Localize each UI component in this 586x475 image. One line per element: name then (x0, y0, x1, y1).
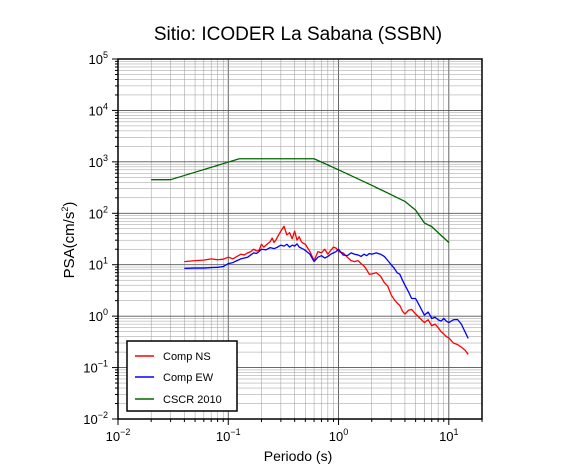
grid (117, 58, 483, 420)
y-tick-label-exp: 4 (103, 101, 108, 111)
y-axis-label-sup: 2 (60, 207, 70, 212)
y-tick-label: 105 (89, 50, 108, 67)
y-axis-label: PSA(cm/s2) (60, 202, 78, 279)
x-tick-label-exp: 1 (454, 427, 459, 437)
x-tick-label-base: 10 (439, 429, 453, 444)
series-line-comp-ns (184, 225, 469, 355)
series-line-comp-ew (184, 243, 469, 339)
y-tick-label-exp: 1 (103, 256, 108, 266)
y-tick-label: 103 (89, 153, 108, 170)
x-tick-label: 10−1 (216, 427, 241, 444)
y-tick-label-base: 10 (89, 206, 103, 221)
plot-frame (117, 58, 483, 420)
y-tick-label-base: 10 (89, 309, 103, 324)
x-tick-label-base: 10 (329, 429, 343, 444)
y-tick-label-exp: 5 (103, 50, 108, 60)
y-tick-label-base: 10 (89, 258, 103, 273)
y-axis-label-main: PSA(cm/s (61, 212, 78, 279)
x-tick-label: 100 (329, 427, 348, 444)
y-tick-label: 102 (89, 204, 108, 221)
y-tick-label: 10−2 (83, 410, 108, 427)
x-axis-label: Periodo (s) (264, 448, 332, 464)
x-tick-label: 101 (439, 427, 458, 444)
y-tick-label-base: 10 (89, 52, 103, 67)
y-tick-label: 10−1 (83, 359, 108, 376)
x-tick-labels: 10−2 10−1 100 101 (106, 427, 459, 444)
legend-label-comp-ew: Comp EW (163, 372, 214, 384)
x-tick-label-exp: −1 (230, 427, 240, 437)
y-tick-label-exp: 0 (103, 307, 108, 317)
y-tick-label-exp: 3 (103, 153, 108, 163)
series-line-cscr-2010 (151, 158, 450, 244)
y-tick-label-exp: −1 (98, 359, 108, 369)
legend-label-comp-ns: Comp NS (163, 351, 211, 363)
legend-label-cscr-2010: CSCR 2010 (163, 394, 222, 406)
y-tick-label: 100 (89, 307, 108, 324)
x-tick-label-exp: −2 (120, 427, 130, 437)
y-tick-label-base: 10 (89, 103, 103, 118)
chart-title: Sitio: ICODER La Sabana (SSBN) (154, 24, 442, 45)
x-tick-label-base: 10 (216, 429, 230, 444)
x-tick-label: 10−2 (106, 427, 131, 444)
x-tick-label-base: 10 (106, 429, 120, 444)
y-tick-label-exp: −2 (98, 410, 108, 420)
y-axis-label-close: ) (61, 202, 78, 207)
y-tick-label-base: 10 (89, 155, 103, 170)
y-tick-label: 104 (89, 101, 108, 118)
series-lines (151, 158, 469, 355)
y-tick-label-exp: 2 (103, 204, 108, 214)
y-tick-label-base: 10 (83, 361, 97, 376)
legend: Comp NS Comp EW CSCR 2010 (126, 340, 238, 412)
y-tick-label-base: 10 (83, 412, 97, 427)
x-tick-label-exp: 0 (343, 427, 348, 437)
y-tick-label: 101 (89, 256, 108, 273)
